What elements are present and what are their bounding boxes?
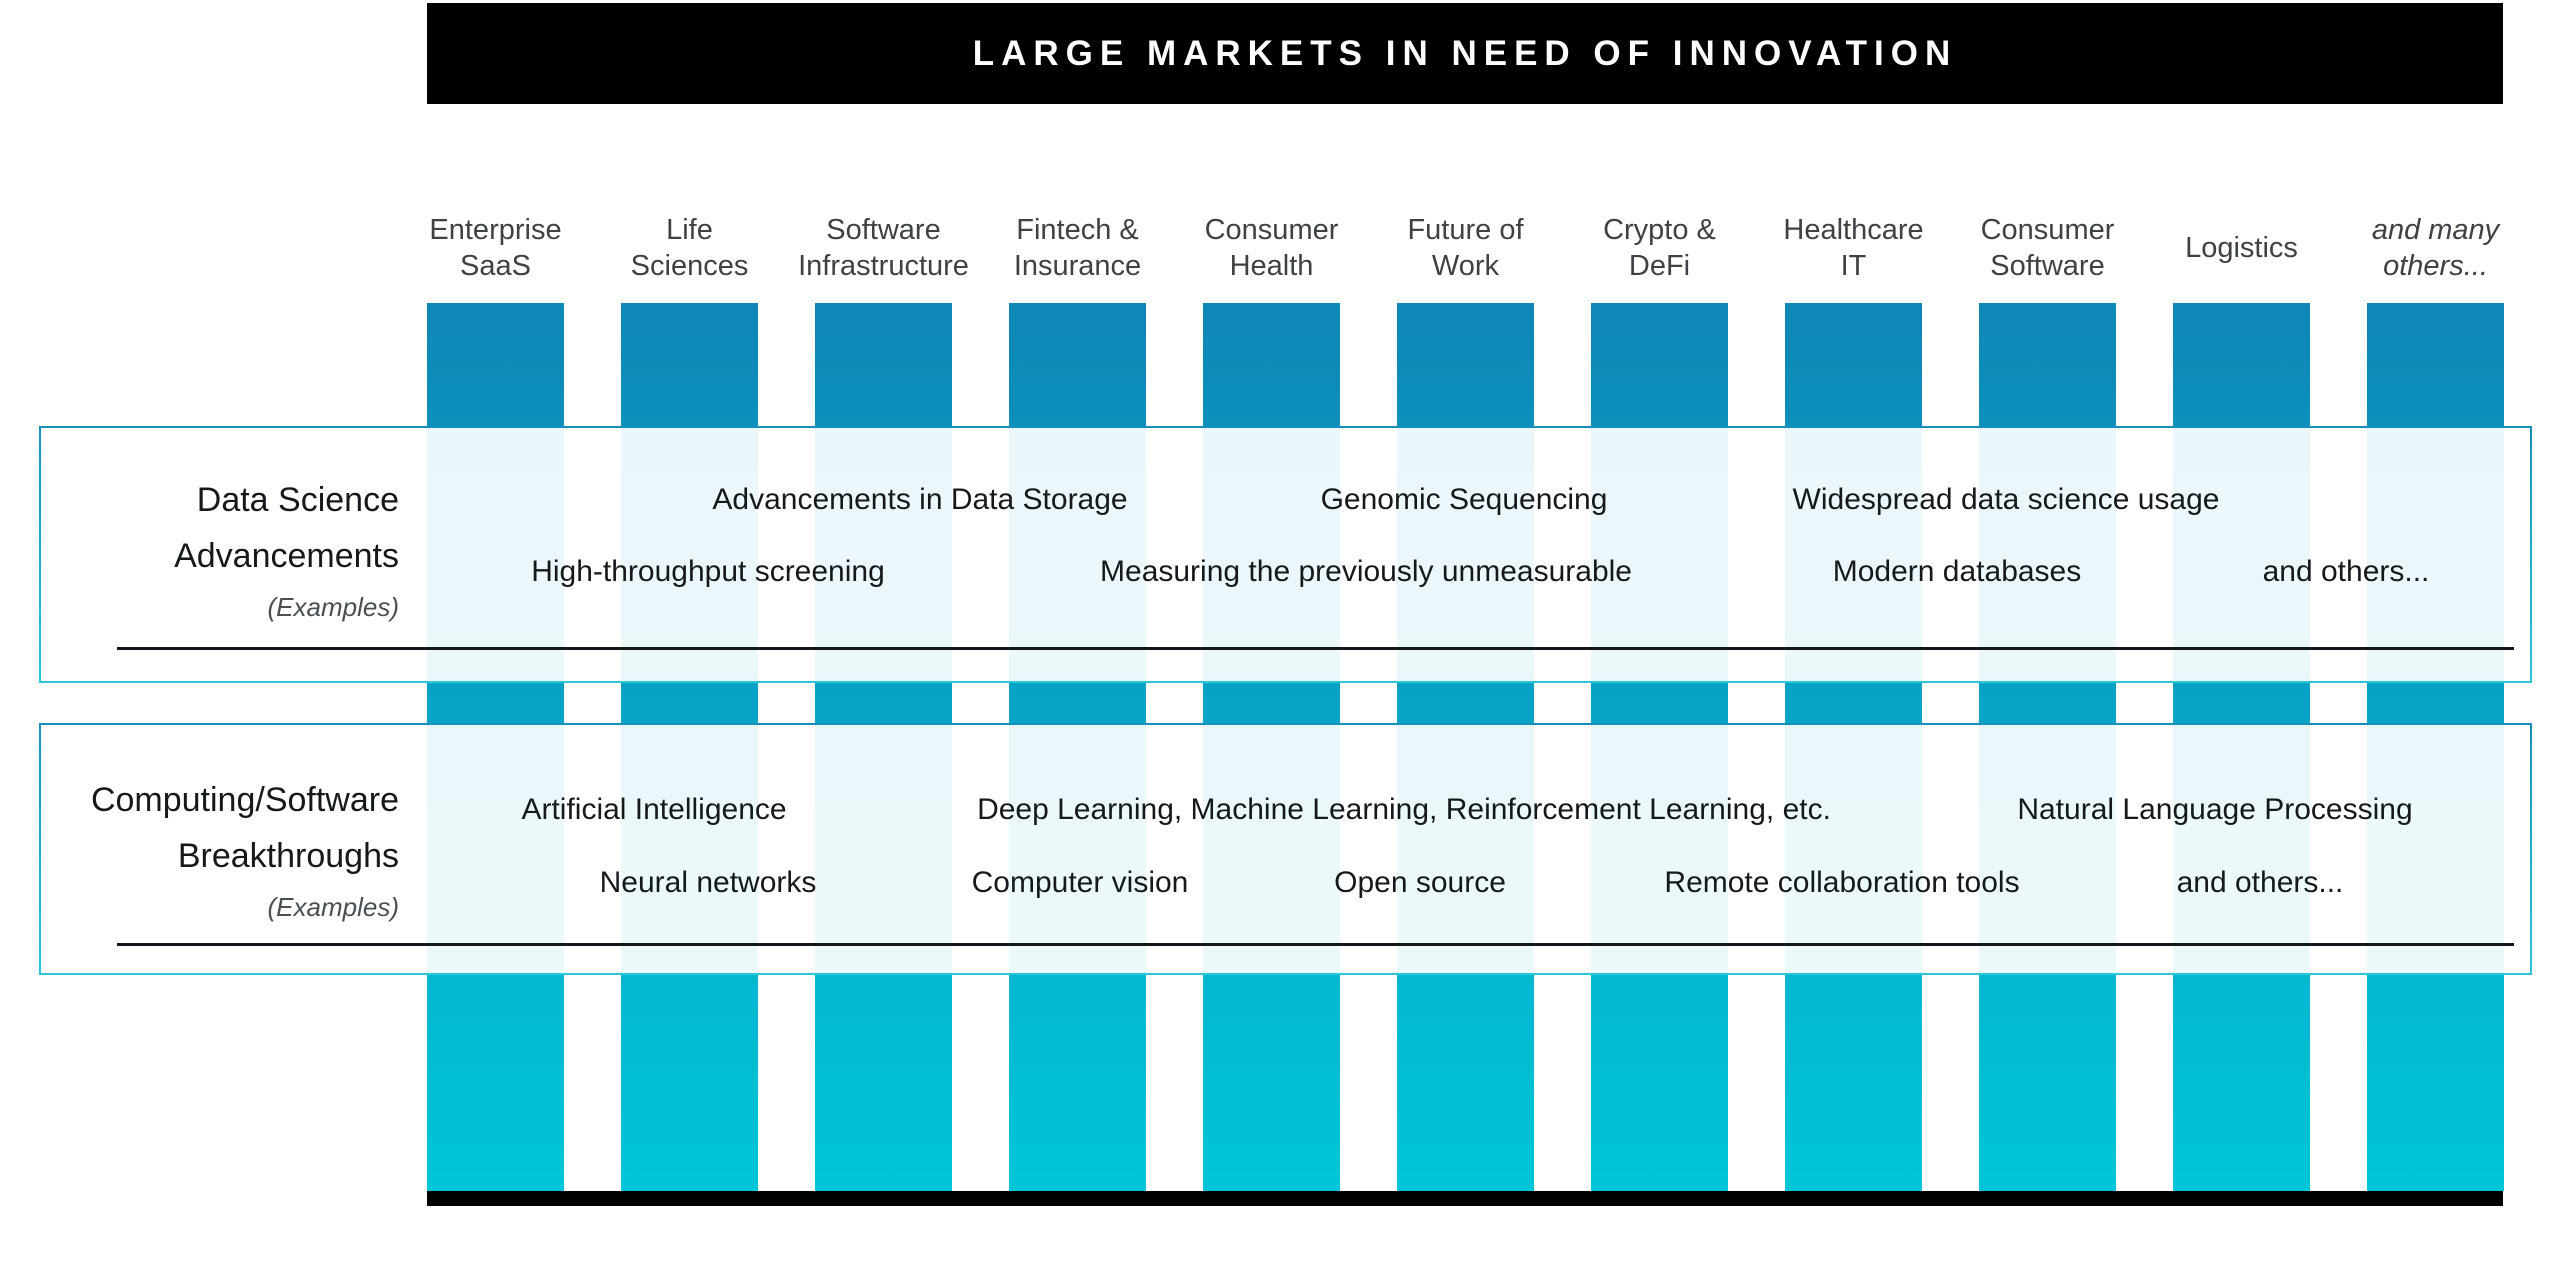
column-header-line: Enterprise [429,214,562,246]
band-computing-software: Computing/Software Breakthroughs (Examples… [39,723,2532,975]
column-header: Healthcare IT [1754,198,1954,298]
band-label: Data Science Advancements (Examples) [41,472,399,624]
band-data-science: Data Science Advancements (Examples) Advanc… [39,426,2532,683]
column-header-line: Work [1431,250,1500,282]
column-header-line: Logistics [2185,232,2298,264]
column-header-line: Crypto & [1603,214,1716,246]
column-header-line: Infrastructure [798,250,969,282]
column-header-line: Life [666,214,713,246]
column-header-line: Fintech & [1016,214,1139,246]
column-header: Logistics [2142,198,2342,298]
column-header: Consumer Health [1172,198,1372,298]
band-item: Computer vision [971,866,1189,899]
column-header: Consumer Software [1948,198,2148,298]
column-header: Life Sciences [590,198,790,298]
column-header-line: and many [2371,214,2500,246]
column-header: Software Infrastructure [784,198,984,298]
column-header-line: Healthcare [1783,214,1924,246]
band-item: Neural networks [599,866,817,899]
column-header-line: Insurance [1013,250,1142,282]
band-sublabel: (Examples) [267,592,399,622]
column-header-line: Software [826,214,941,246]
column-header-line: Consumer [1980,214,2115,246]
column-header: Fintech & Insurance [978,198,1178,298]
band-item: Remote collaboration tools [1664,866,2020,899]
bottom-bar [427,1191,2503,1206]
band-item: Natural Language Processing [2017,793,2413,826]
title-text: LARGE MARKETS IN NEED OF INNOVATION [972,33,1958,73]
column-header: Enterprise SaaS [396,198,596,298]
band-label-line: Breakthroughs [177,837,399,875]
column-header-line: Sciences [630,250,749,282]
column-header-line: IT [1840,250,1867,282]
band-label: Computing/Software Breakthroughs (Examples… [41,772,399,924]
column-header-line: Software [1990,250,2105,282]
band-item: Measuring the previously unmeasurable [1100,555,1632,588]
column-header: and many others... [2336,198,2536,298]
column-header: Crypto & DeFi [1560,198,1760,298]
band-item: Modern databases [1832,555,2082,588]
column-header-line: others... [2383,250,2488,282]
title-bar: LARGE MARKETS IN NEED OF INNOVATION [427,3,2503,104]
band-sublabel: (Examples) [267,892,399,922]
band-label-line: Computing/Software [90,781,399,819]
band-item: High-throughput screening [531,555,885,588]
band-label-line: Data Science [196,481,399,519]
band-label-line: Advancements [174,537,399,575]
band-item: Deep Learning, Machine Learning, Reinfor… [977,793,1831,826]
band-underline [117,647,2514,650]
column-header-line: DeFi [1628,250,1691,282]
band-item: Open source [1334,866,1506,899]
column-header-line: Health [1229,250,1314,282]
column-header: Future of Work [1366,198,1566,298]
band-item: and others... [2262,555,2430,588]
column-header-line: Future of [1407,214,1524,246]
band-item: Widespread data science usage [1792,483,2220,516]
column-header-line: Consumer [1204,214,1339,246]
band-item: Genomic Sequencing [1320,483,1608,516]
band-item: Artificial Intelligence [521,793,787,826]
band-item: Advancements in Data Storage [712,483,1128,516]
band-item: and others... [2176,866,2344,899]
column-header-line: SaaS [460,250,531,282]
band-underline [117,943,2514,946]
